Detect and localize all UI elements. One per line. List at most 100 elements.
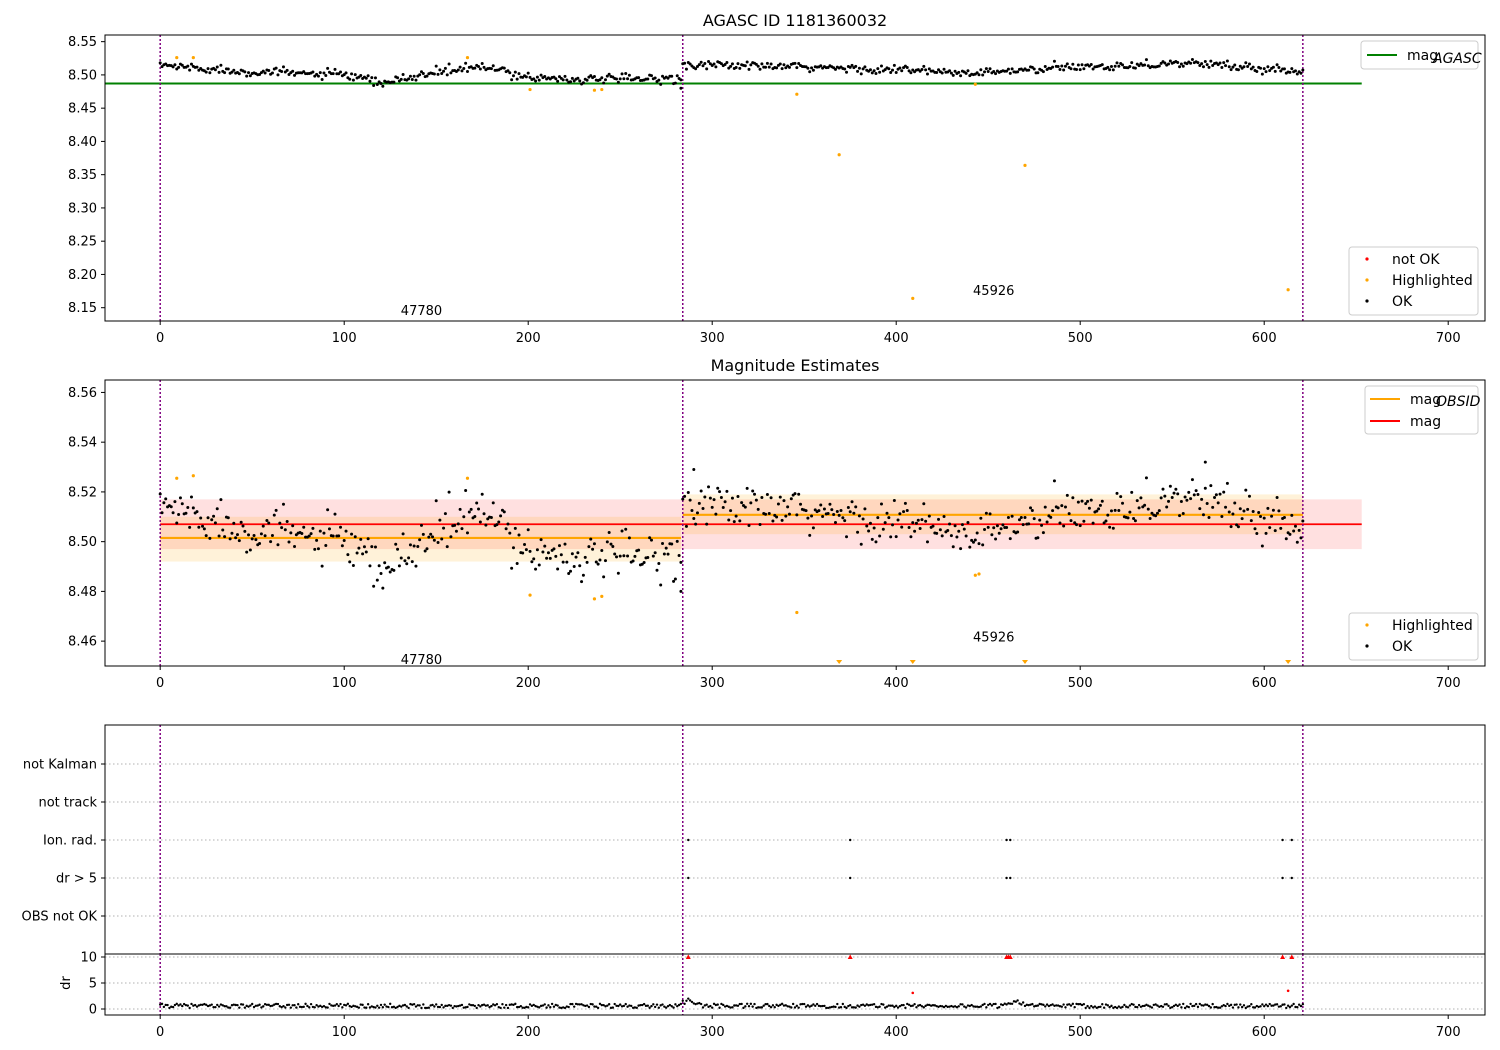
panel-4-dr-point bbox=[462, 1006, 465, 1009]
panel-2-ok-point bbox=[396, 547, 400, 551]
panel-1-ok-point bbox=[1266, 65, 1270, 69]
panel-4-dr-point bbox=[177, 1004, 180, 1007]
panel-4-dr-point bbox=[232, 1003, 235, 1006]
panel-2-ok-point bbox=[478, 520, 482, 524]
panel-2-ok-point bbox=[892, 499, 896, 503]
panel-2-ok-point bbox=[186, 505, 190, 509]
panel-4-dr-point bbox=[199, 1003, 202, 1006]
panel-2-ok-point bbox=[995, 524, 999, 528]
panel-2-ok-point bbox=[1257, 510, 1261, 514]
panel-1-ok-point bbox=[981, 73, 985, 77]
panel-2-ok-point bbox=[1163, 494, 1167, 498]
panel-4-dr-point bbox=[466, 1005, 469, 1009]
panel-2-ok-point bbox=[355, 551, 359, 555]
panel-4-dr-point bbox=[887, 1004, 891, 1007]
panel-4-dr-point bbox=[556, 1004, 559, 1007]
panel-2-ok-point bbox=[175, 521, 179, 525]
panel-2-ok-point bbox=[469, 507, 473, 511]
panel-4-dr-point bbox=[256, 1004, 259, 1007]
panel-4-dr-point bbox=[1220, 1005, 1224, 1008]
panel-4-dr-point bbox=[475, 1006, 478, 1010]
panel-1-ok-point bbox=[1163, 61, 1167, 65]
panel-2-ok-point bbox=[903, 501, 907, 505]
panel-4-dr-point bbox=[457, 1004, 460, 1008]
panel-1-ok-point bbox=[434, 64, 438, 68]
panel-4-dr-point bbox=[503, 1006, 506, 1009]
panel-1-ok-point bbox=[1062, 68, 1066, 72]
panel-1-ok-point bbox=[598, 78, 602, 82]
panel-2-ok-point bbox=[362, 545, 366, 549]
panel-2-ok-point bbox=[241, 524, 245, 528]
panel-4-dr-point bbox=[1106, 1004, 1110, 1007]
panel-2-ok-point bbox=[994, 537, 998, 541]
panel-2-ok-point bbox=[316, 547, 320, 551]
panel-2-ok-point bbox=[1029, 506, 1033, 510]
panel-4-dr-point bbox=[190, 1002, 193, 1006]
panel-2-ok-point bbox=[973, 538, 977, 542]
panel-2-ok-point bbox=[1087, 506, 1091, 510]
panel-4-dr-point bbox=[1237, 1006, 1240, 1009]
panel-1-ok-point bbox=[213, 68, 217, 72]
panel-1-ok-point bbox=[1117, 64, 1121, 68]
panel-2-ok-point bbox=[263, 534, 267, 538]
panel-4-dr-point bbox=[828, 1006, 832, 1009]
panel-4-dr-point bbox=[1277, 1005, 1281, 1008]
panel-2-ok-point bbox=[672, 579, 676, 583]
panel-4-dr-point bbox=[762, 1004, 765, 1007]
panel-4-dr-point bbox=[1042, 1003, 1045, 1007]
panel-4-dr-point bbox=[501, 1002, 504, 1006]
panel-4-dr-point bbox=[896, 1006, 900, 1009]
panel-2-ok-point bbox=[937, 517, 941, 521]
panel-2-ok-point bbox=[723, 500, 727, 504]
panel-4-dr-point bbox=[1020, 1003, 1023, 1006]
panel-1-ok-point bbox=[414, 78, 418, 82]
panel-1-ok-point bbox=[661, 74, 665, 78]
panel-1-ok-point bbox=[900, 69, 904, 73]
panel-4-dr-point bbox=[471, 1004, 475, 1007]
panel-1-ok-point bbox=[782, 63, 786, 67]
panel-2-ok-point bbox=[359, 537, 363, 541]
panel-1-ok-point bbox=[879, 64, 883, 68]
panel-4-dr-point bbox=[420, 1006, 423, 1010]
panel-1-ok-point bbox=[462, 66, 466, 70]
panel-2-ok-point bbox=[1128, 510, 1132, 514]
panel-2-ok-point bbox=[1132, 517, 1136, 521]
panel-1-ok-point bbox=[366, 74, 370, 78]
panel-4-dr-point bbox=[1104, 1003, 1108, 1006]
panel-2-ok-point bbox=[587, 545, 591, 549]
panel-4-dr-point bbox=[1095, 1006, 1098, 1010]
panel-4-dr-point bbox=[898, 1005, 902, 1008]
panel-4-dr-point bbox=[1077, 1003, 1080, 1006]
panel-4-dr-point bbox=[933, 1004, 937, 1007]
panel-1-ok-point bbox=[1229, 68, 1233, 72]
panel-4-dr-point bbox=[278, 1005, 281, 1008]
panel-3-flag-point bbox=[1009, 876, 1012, 880]
panel-4-dr-point bbox=[953, 1005, 957, 1008]
panel-4-dr-point bbox=[339, 1002, 342, 1006]
panel-1-x-tick-label-700: 700 bbox=[1436, 331, 1461, 346]
panel-1-ok-point bbox=[959, 74, 963, 78]
panel-4-dr-point bbox=[992, 1002, 995, 1006]
panel-2-ok-point bbox=[293, 545, 297, 549]
panel-2-ok-point bbox=[442, 526, 446, 530]
panel-2-ok-point bbox=[1185, 498, 1189, 502]
panel-2-ok-point bbox=[523, 542, 527, 546]
panel-2-ok-point bbox=[1040, 523, 1044, 527]
panel-4-dr-point bbox=[773, 1005, 776, 1009]
panel-4-dr-point bbox=[622, 1004, 626, 1008]
panel-4-dr-point bbox=[1150, 1006, 1154, 1009]
panel-4-dr-point bbox=[541, 1004, 545, 1007]
panel-4-dr-point bbox=[1014, 1000, 1017, 1003]
panel-4-dr-point bbox=[946, 1005, 949, 1009]
panel-2-ok-point bbox=[489, 516, 493, 520]
panel-4-dr-point bbox=[379, 1003, 383, 1007]
panel-2-ok-point bbox=[188, 525, 192, 529]
panel-1-ok-point bbox=[988, 67, 992, 71]
panel-4-dr-point bbox=[193, 1003, 197, 1007]
panel-2-highlighted-point bbox=[795, 610, 799, 615]
panel-1-ok-point bbox=[359, 73, 363, 77]
panel-4-dr-point bbox=[1060, 1005, 1064, 1008]
panel-4-dr-point bbox=[745, 1002, 749, 1006]
